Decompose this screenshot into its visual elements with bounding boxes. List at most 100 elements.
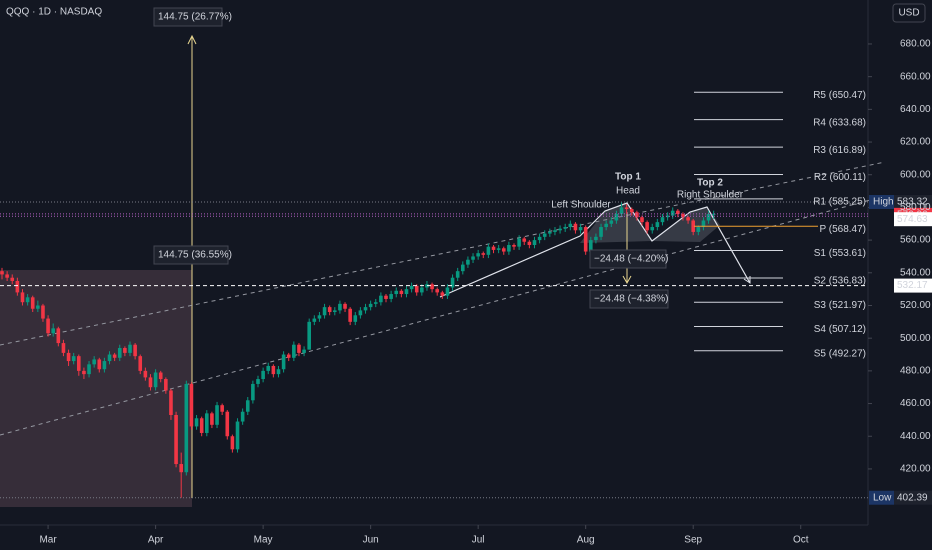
y-tick-label: 640.00 (900, 104, 931, 115)
candle-body (164, 379, 168, 391)
tag-name: High (873, 197, 894, 208)
candle-body (312, 318, 317, 322)
annotation: −24.48 (−4.20%) (594, 254, 669, 265)
candle-body (297, 344, 301, 353)
price-tag (894, 490, 932, 505)
y-tick-label: 540.00 (900, 267, 931, 278)
candle-body (92, 359, 96, 365)
y-tick-label: 560.00 (900, 235, 931, 246)
x-tick-label: May (254, 535, 273, 546)
candle-body (353, 315, 358, 322)
candle-body (189, 383, 194, 427)
arrow-head (187, 34, 197, 45)
candle-body (609, 220, 614, 224)
candle-body (87, 364, 91, 375)
candle-body (286, 354, 291, 358)
candle-body (153, 372, 158, 388)
channel-upper (0, 161, 886, 346)
symbol-title: QQQ · 1D · NASDAQ (6, 7, 102, 18)
candle-body (358, 310, 363, 316)
annotation: Left Shoulder (551, 200, 611, 211)
candle-body (420, 287, 424, 293)
annotation: Head (616, 186, 640, 197)
candle-body (399, 290, 404, 295)
candle-body (696, 227, 701, 232)
y-tick-label: 520.00 (900, 300, 931, 311)
candle-body (501, 248, 506, 252)
y-tick-label: 600.00 (900, 169, 931, 180)
candle-body (706, 213, 711, 221)
candle-body (532, 240, 537, 246)
candle-body (404, 289, 409, 295)
candle-body (430, 284, 434, 290)
candle-body (373, 302, 378, 304)
candle-body (691, 220, 695, 232)
candle-body (681, 213, 685, 218)
candle-body (215, 405, 219, 425)
candle-body (635, 212, 639, 218)
candle-body (41, 305, 45, 319)
candle-body (230, 436, 235, 450)
candle-body (455, 271, 460, 278)
candle-body (589, 240, 593, 252)
candle-body (522, 238, 527, 242)
candle-body (553, 230, 557, 232)
candle-body (629, 209, 634, 213)
candle-body (573, 223, 578, 231)
label-box (589, 289, 669, 309)
candle-body (624, 207, 629, 210)
candle-body (138, 356, 143, 371)
candle-body (220, 405, 224, 412)
candle-body (650, 227, 655, 231)
candle-body (711, 213, 716, 215)
label-box (589, 249, 667, 269)
candle-body (102, 361, 107, 370)
currency: USD (898, 8, 919, 19)
price-tag-label: 532.17 (897, 280, 928, 291)
candle-body (61, 343, 66, 353)
y-tick-label: 480.00 (900, 366, 931, 377)
annotation: −24.48 (−4.38%) (594, 294, 669, 305)
candle-body (133, 344, 137, 357)
candle-body (307, 321, 311, 350)
candle-body (317, 315, 322, 319)
price-tag (894, 278, 932, 293)
currency-box (892, 3, 926, 23)
candle-body (46, 318, 50, 334)
y-tick-label: 660.00 (900, 71, 931, 82)
candle-body (563, 227, 567, 229)
candle-body (343, 303, 347, 309)
candle-body (169, 390, 173, 415)
candle-body (701, 220, 706, 228)
candle-body (665, 215, 670, 218)
candle-body (640, 217, 644, 223)
candle-body (117, 347, 122, 358)
y-tick-label: 580.00 (900, 202, 931, 213)
tag-name-box (869, 490, 894, 505)
candle-body (445, 287, 450, 296)
x-tick-label: Jun (363, 535, 379, 546)
candle-body (71, 356, 76, 362)
candle-body (389, 294, 393, 299)
x-tick-label: Oct (793, 535, 809, 546)
candle-body (604, 223, 608, 228)
candle-body (281, 354, 286, 370)
candle-body (199, 418, 204, 433)
candle-body (333, 310, 337, 313)
candle-body (271, 365, 276, 375)
pivot-label: R2 (600.11) (814, 172, 866, 183)
candle-body (210, 413, 214, 425)
label-box (153, 7, 223, 27)
candle-body (174, 414, 178, 465)
candle-body (578, 227, 583, 231)
candle-body (676, 210, 680, 214)
candle-body (327, 307, 332, 313)
candle-body (143, 370, 148, 378)
price-tag (894, 212, 932, 227)
annotation: 144.75 (36.55%) (158, 250, 232, 261)
x-tick-label: Sep (684, 535, 702, 546)
candle-body (107, 354, 112, 362)
candle-body (25, 297, 30, 303)
x-tick-label: Apr (148, 535, 164, 546)
